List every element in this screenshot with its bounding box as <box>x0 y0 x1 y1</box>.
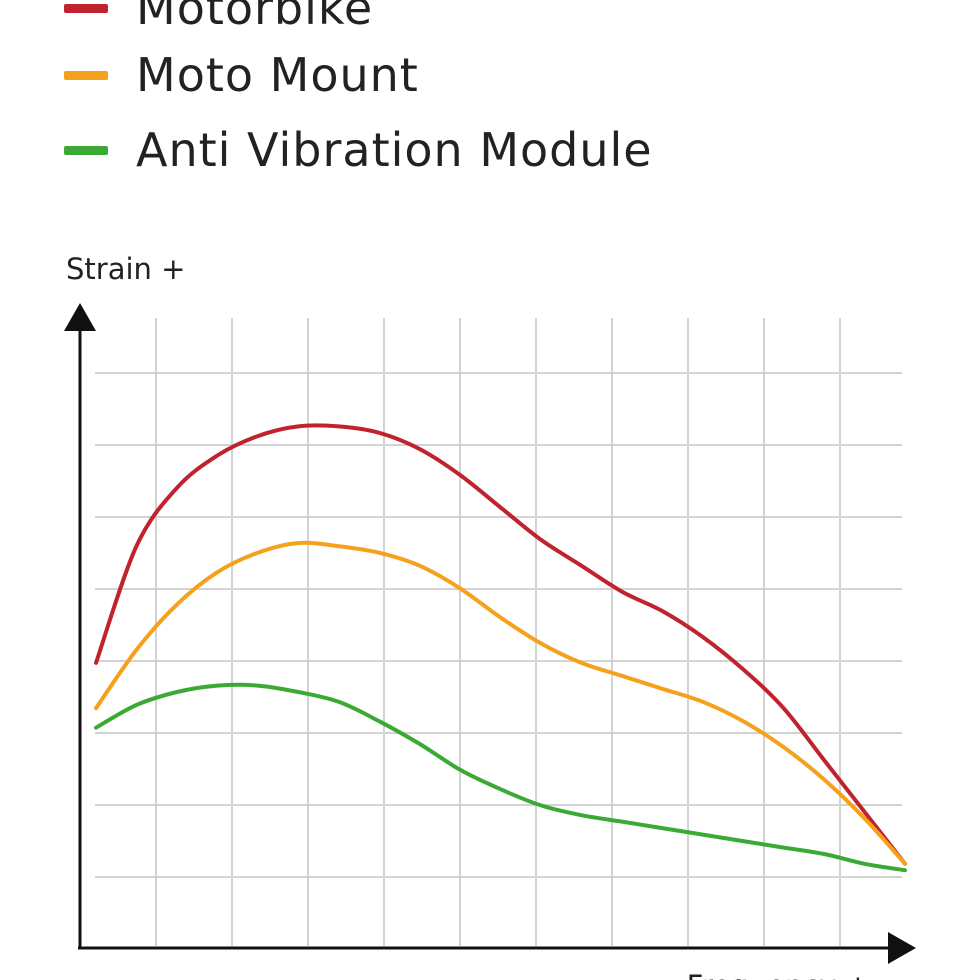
legend-label-moto-mount: Moto Mount <box>136 48 419 102</box>
x-axis-arrow-icon <box>888 932 916 964</box>
series-line-motorbike <box>94 423 907 866</box>
legend-item-moto-mount: Moto Mount <box>64 45 419 105</box>
series-line-moto-mount <box>94 540 907 866</box>
legend-label-motorbike: Motorbike <box>136 0 374 35</box>
legend-item-anti-vibration-module: Anti Vibration Module <box>64 120 653 180</box>
legend-swatch-motorbike <box>64 3 108 13</box>
chart-grid <box>95 318 902 946</box>
legend-label-anti-vibration-module: Anti Vibration Module <box>136 123 653 177</box>
legend-swatch-moto-mount <box>64 70 108 80</box>
x-axis-label: Frequency + <box>687 969 870 980</box>
y-axis-arrow-icon <box>64 303 96 331</box>
legend-item-motorbike: Motorbike <box>64 0 373 38</box>
legend-swatch-anti-vibration-module <box>64 145 108 155</box>
y-axis-label: Strain + <box>66 252 185 286</box>
legend: Motorbike Moto Mount Anti Vibration Modu… <box>0 0 980 200</box>
chart-series <box>94 423 907 873</box>
series-line-anti-vibration-module <box>94 682 907 873</box>
chart-axes <box>64 303 916 964</box>
